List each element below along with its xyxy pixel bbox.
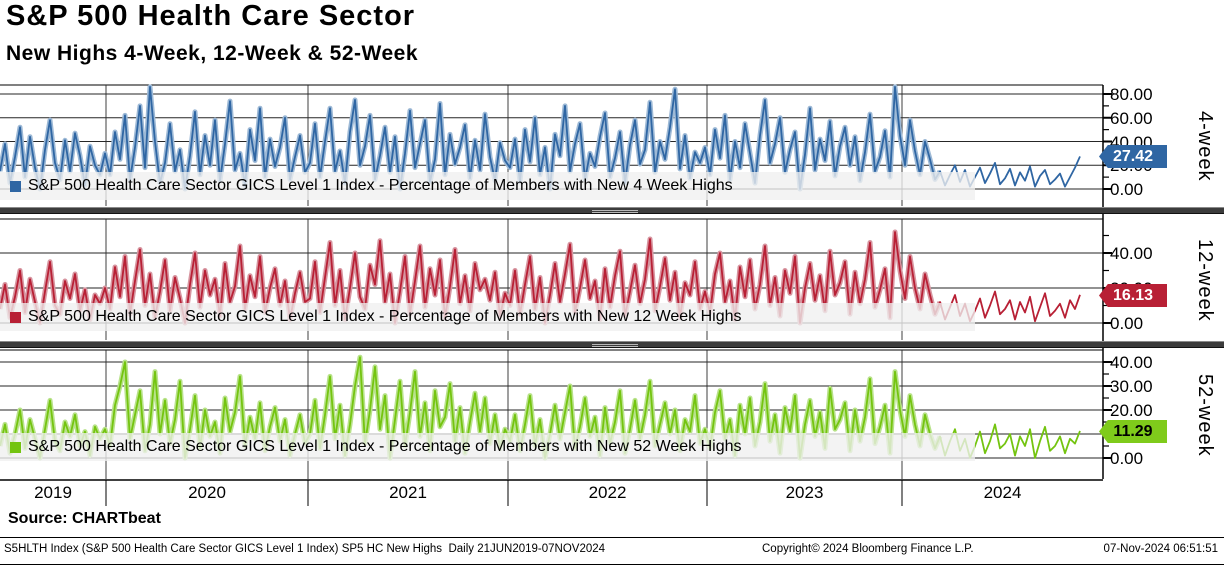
divider-drag-handle-icon[interactable]	[592, 209, 638, 213]
panel-divider[interactable]	[0, 207, 1224, 214]
panel-divider[interactable]	[0, 341, 1224, 348]
y-tick-label: 0.00	[1110, 449, 1144, 468]
last-value-tag-12-week: 16.13	[1099, 284, 1167, 307]
legend-12-week: S&P 500 Health Care Sector GICS Level 1 …	[0, 303, 975, 331]
page-subtitle: New Highs 4-Week, 12-Week & 52-Week	[6, 42, 418, 65]
legend-label: S&P 500 Health Care Sector GICS Level 1 …	[28, 438, 742, 455]
footer-bottom-line	[0, 564, 1224, 565]
legend-4-week: S&P 500 Health Care Sector GICS Level 1 …	[0, 172, 975, 200]
x-axis-year-label: 2020	[188, 483, 226, 502]
legend-label: S&P 500 Health Care Sector GICS Level 1 …	[28, 308, 742, 325]
footer-copyright: Copyright© 2024 Bloomberg Finance L.P.	[762, 543, 974, 555]
legend-52-week: S&P 500 Health Care Sector GICS Level 1 …	[0, 433, 975, 461]
y-tick-label: 40.00	[1110, 353, 1153, 372]
last-value-tag-52-week: 11.29	[1099, 420, 1167, 443]
x-axis-year-label: 2019	[34, 483, 72, 502]
footer-security-description: S5HLTH Index (S&P 500 Health Care Sector…	[4, 543, 606, 555]
divider-drag-handle-icon[interactable]	[592, 343, 638, 347]
x-axis-year-label: 2021	[389, 483, 427, 502]
panel-label-4-week: 4-week	[1194, 110, 1216, 182]
last-value-tag-4-week: 27.42	[1099, 145, 1167, 168]
y-tick-label: 80.00	[1110, 85, 1153, 104]
panel-label-12-week: 12-week	[1194, 238, 1216, 322]
y-tick-label: 20.00	[1110, 401, 1153, 420]
legend-marker-red-icon	[10, 311, 21, 323]
legend-marker-green-icon	[10, 441, 21, 453]
x-axis-year-label: 2023	[785, 483, 824, 502]
y-tick-label: 0.00	[1110, 180, 1144, 199]
x-axis-year-label: 2022	[588, 483, 627, 502]
panel-label-52-week: 52-week	[1194, 373, 1216, 457]
y-tick-label: 40.00	[1110, 244, 1153, 263]
y-tick-label: 30.00	[1110, 377, 1153, 396]
x-axis-year-label: 2024	[983, 483, 1022, 502]
legend-label: S&P 500 Health Care Sector GICS Level 1 …	[28, 177, 733, 194]
y-tick-label: 0.00	[1110, 314, 1144, 333]
legend-marker-blue-icon	[10, 180, 21, 192]
source-attribution: Source: CHARTbeat	[8, 510, 161, 527]
footer-timestamp: 07-Nov-2024 06:51:51	[1103, 543, 1218, 555]
y-tick-label: 60.00	[1110, 108, 1153, 128]
footer-divider-line	[0, 537, 1224, 538]
page-title: S&P 500 Health Care Sector	[6, 0, 416, 32]
